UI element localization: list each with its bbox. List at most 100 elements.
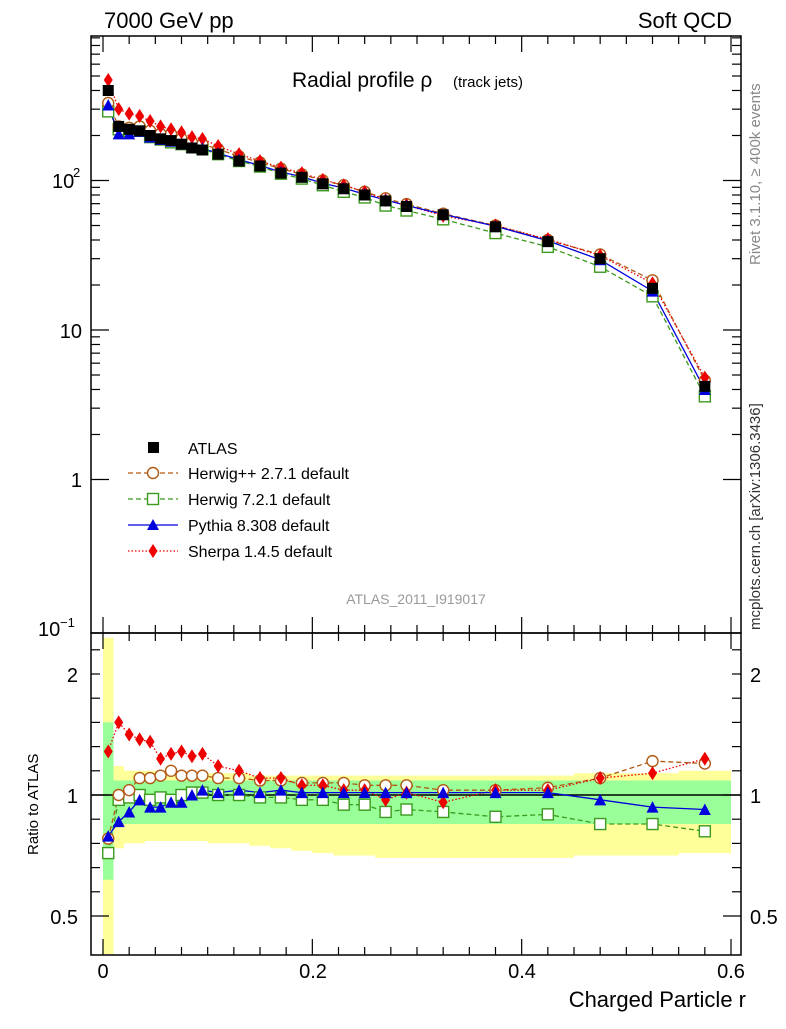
ratio-point-pythia-24 — [646, 801, 659, 813]
ratio-point-sherpa-11 — [234, 763, 244, 778]
ratio-point-sherpa-23 — [595, 771, 605, 786]
ratio-point-herwigpp-9 — [196, 769, 209, 782]
legend-marker-atlas — [148, 442, 159, 453]
ratio-point-pythia-3 — [133, 793, 146, 806]
ratio-ylabel: Ratio to ATLAS — [25, 754, 42, 855]
ratio-point-herwigpp-7 — [175, 769, 188, 782]
ratio-ytick-label-1-right: 1 — [750, 786, 761, 808]
main-point-pythia-1 — [112, 127, 125, 140]
ratio-point-pythia-21 — [489, 786, 502, 799]
ratio-point-pythia-19 — [400, 786, 413, 799]
xtick-label-0.2: 0.2 — [299, 961, 327, 983]
ratio-markers-group — [102, 715, 712, 860]
ratio-panel: 2 1 0.5 2 1 0.5 Ratio to ATLAS 0 0.2 0.4… — [25, 632, 778, 1012]
ratio-point-pythia-10 — [212, 786, 225, 799]
main-panel: 10 2 10 1 10 −1 Radial profile ρ (track … — [38, 35, 742, 641]
main-point-atlas-14 — [296, 171, 308, 183]
main-point-atlas-5 — [155, 133, 167, 145]
main-line-herwig7 — [107, 111, 706, 397]
ratio-point-pythia-18 — [379, 786, 392, 799]
ratio-point-herwigpp-24 — [646, 754, 659, 768]
ratio-point-sherpa-0 — [103, 744, 113, 759]
ratio-point-sherpa-5 — [156, 751, 166, 766]
main-point-atlas-21 — [490, 221, 502, 233]
main-point-atlas-0 — [102, 84, 114, 96]
main-point-atlas-8 — [186, 142, 198, 154]
ratio-point-pythia-5 — [154, 801, 167, 813]
ratio-point-pythia-8 — [185, 789, 198, 801]
ytick-label-100-exp: 2 — [73, 165, 80, 180]
ratio-point-sherpa-6 — [166, 746, 176, 761]
ratio-point-sherpa-9 — [197, 746, 207, 761]
ratio-frame — [90, 632, 742, 956]
ratio-point-pythia-11 — [233, 784, 246, 796]
main-point-atlas-2 — [123, 123, 135, 135]
ratio-point-sherpa-3 — [135, 732, 145, 747]
main-point-atlas-3 — [134, 125, 146, 137]
ratio-point-herwigpp-2 — [122, 783, 136, 797]
ratio-point-herwigpp-1 — [112, 788, 125, 802]
ratio-ytick-label-0.5: 0.5 — [50, 907, 78, 929]
main-point-atlas-23 — [594, 253, 606, 265]
ratio-point-sherpa-1 — [114, 715, 124, 730]
ratio-point-sherpa-7 — [177, 744, 187, 759]
plot-title-suffix: (track jets) — [453, 74, 523, 91]
xtick-label-0.6: 0.6 — [717, 961, 745, 983]
legend: ATLAS Herwig++ 2.7.1 default Herwig 7.2.… — [128, 441, 350, 561]
legend-label-pythia: Pythia 8.308 default — [188, 518, 330, 535]
main-point-sherpa-4 — [145, 114, 155, 129]
ratio-point-sherpa-25 — [700, 751, 710, 766]
ratio-point-herwig7-21 — [489, 810, 502, 823]
mcplots-label: mcplots.cern.ch [arXiv:1306.3436] — [747, 403, 764, 630]
ratio-point-pythia-22 — [541, 786, 554, 799]
main-point-sherpa-3 — [135, 109, 145, 124]
ratio-point-pythia-23 — [594, 793, 607, 806]
ytick-label-10: 10 — [60, 321, 82, 343]
ratio-point-herwigpp-10 — [211, 771, 225, 785]
ratio-point-pythia-14 — [295, 786, 308, 799]
ratio-point-herwig7-22 — [541, 808, 555, 821]
analysis-tag: ATLAS_2011_I919017 — [346, 591, 486, 607]
ratio-point-herwigpp-6 — [164, 764, 178, 777]
ratio-point-pythia-0 — [102, 830, 115, 842]
ytick-label-1: 1 — [71, 470, 82, 492]
ratio-point-pythia-12 — [254, 786, 267, 799]
main-point-atlas-17 — [359, 189, 371, 201]
xtick-label-0: 0 — [97, 961, 108, 983]
legend-label-herwigpp: Herwig++ 2.7.1 default — [188, 466, 350, 483]
legend-label-sherpa: Sherpa 1.4.5 default — [188, 544, 333, 561]
legend-marker-sherpa — [148, 544, 158, 558]
ratio-point-herwigpp-3 — [133, 771, 146, 785]
ratio-ticks — [91, 633, 741, 955]
ratio-point-pythia-17 — [358, 786, 371, 799]
ratio-point-sherpa-4 — [145, 734, 155, 749]
main-point-sherpa-6 — [166, 122, 176, 137]
main-point-sherpa-7 — [177, 125, 187, 140]
main-point-atlas-25 — [699, 380, 711, 392]
ratio-point-pythia-1 — [112, 815, 125, 828]
ratio-point-herwig7-0 — [102, 846, 115, 860]
ratio-point-herwig7-23 — [593, 817, 607, 831]
ratio-point-herwigpp-5 — [154, 769, 167, 782]
rivet-label: Rivet 3.1.10, ≥ 400k events — [747, 83, 764, 265]
main-ticks — [91, 36, 741, 633]
ytick-label-100: 10 — [52, 171, 74, 193]
main-point-pythia-0 — [102, 98, 115, 111]
ytick-label-0.1-exp: −1 — [60, 615, 75, 630]
xtick-label-0.4: 0.4 — [508, 961, 536, 983]
ratio-point-pythia-13 — [274, 784, 287, 796]
ratio-ytick-label-1: 1 — [67, 786, 78, 808]
legend-label-herwig7: Herwig 7.2.1 default — [188, 492, 331, 509]
main-point-atlas-18 — [380, 195, 392, 207]
main-point-atlas-11 — [233, 155, 245, 167]
ratio-point-sherpa-24 — [648, 766, 658, 781]
beam-label: 7000 GeV pp — [104, 8, 234, 33]
ratio-point-sherpa-15 — [318, 778, 328, 793]
ratio-point-sherpa-10 — [213, 758, 223, 773]
ratio-point-sherpa-2 — [124, 727, 134, 742]
ytick-label-0.1: 10 — [38, 619, 60, 641]
ratio-point-pythia-15 — [316, 786, 329, 799]
main-point-atlas-7 — [176, 138, 188, 150]
ratio-point-pythia-9 — [196, 784, 209, 796]
main-point-atlas-22 — [542, 236, 554, 248]
